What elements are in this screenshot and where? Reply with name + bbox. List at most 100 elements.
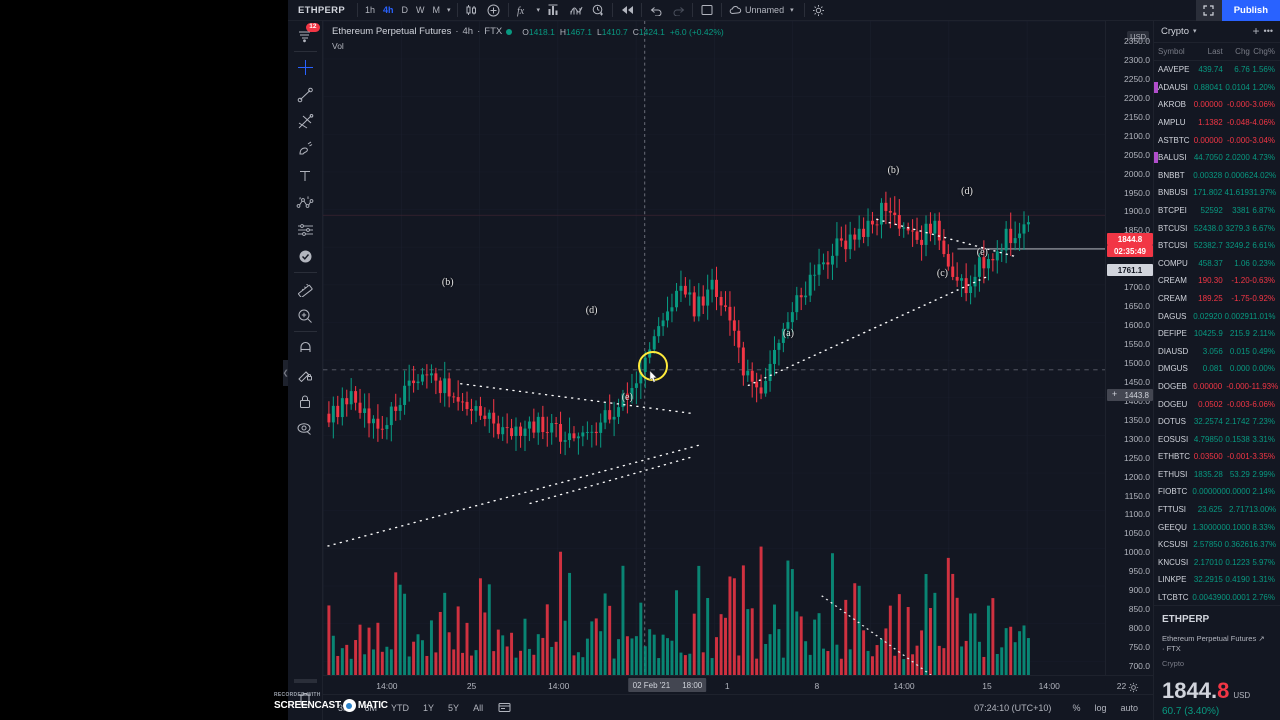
checkmark-icon[interactable]	[288, 243, 323, 270]
watchlist-row[interactable]: DOTUS 32.2574 2.1742 7.23%	[1154, 413, 1280, 431]
crosshair-icon[interactable]	[288, 54, 323, 81]
publish-button[interactable]: Publish	[1221, 0, 1280, 21]
toggle-percent[interactable]: %	[1072, 702, 1081, 713]
watchlist-row[interactable]: DAGUS 0.02920 0.0029 11.01%	[1154, 307, 1280, 325]
undo-icon[interactable]	[645, 1, 667, 19]
chevron-down-icon[interactable]: ▾	[536, 7, 541, 14]
settings-gear-icon[interactable]	[808, 1, 830, 19]
watchlist-row[interactable]: CREAM 190.30 -1.20 -0.63%	[1154, 272, 1280, 290]
chevron-down-icon[interactable]: ▾	[1192, 28, 1197, 36]
watchlist-row[interactable]: GEEQU 1.300000 0.1000 8.33%	[1154, 518, 1280, 536]
watchlist-row[interactable]: ASTBTC 0.00000 -0.000 -3.04%	[1154, 131, 1280, 149]
watchlist-row[interactable]: BALUSI 44.7050 2.0200 4.73%	[1154, 149, 1280, 167]
watchlist-row[interactable]: LTCBTC 0.004390 0.0001 2.76%	[1154, 589, 1280, 605]
range-1y[interactable]: 1Y	[423, 702, 435, 713]
watchlist-row[interactable]: DIAUSD 3.056 0.015 0.49%	[1154, 342, 1280, 360]
row-last: 52382.7	[1193, 241, 1223, 251]
watchlist-row[interactable]: EOSUSI 4.79850 0.1538 3.31%	[1154, 430, 1280, 448]
text-icon[interactable]	[288, 162, 323, 189]
more-options-icon[interactable]: •••	[1263, 25, 1273, 36]
watchlist-row[interactable]: DEFIPE 10425.9 215.9 2.11%	[1154, 325, 1280, 343]
layout-select-icon[interactable]	[696, 1, 718, 19]
time-axis-settings-icon[interactable]	[1128, 680, 1139, 698]
toolbar-divider	[507, 3, 509, 17]
interval-m[interactable]: M	[432, 5, 441, 15]
watchlist-row[interactable]: BNBBT 0.00328 0.0006 24.02%	[1154, 167, 1280, 185]
add-indicator-icon[interactable]	[483, 1, 505, 19]
row-chg: 0.0001	[1225, 593, 1251, 603]
watchlist-row[interactable]: ADAUSI 0.88041 0.0104 1.20%	[1154, 79, 1280, 97]
indicators-icon[interactable]	[565, 1, 587, 19]
watchlist-row[interactable]: BTCUSI 52382.7 3249.2 6.61%	[1154, 237, 1280, 255]
fx-icon[interactable]: fx	[512, 1, 534, 19]
brush-icon[interactable]	[288, 135, 323, 162]
watchlist-row[interactable]: FIOBTC 0.000000 0.0000 2.14%	[1154, 483, 1280, 501]
column-last[interactable]: Last	[1207, 46, 1223, 56]
watchlist-row[interactable]: BTCUSI 52438.0 3279.3 6.67%	[1154, 219, 1280, 237]
trend-line-icon[interactable]	[288, 81, 323, 108]
column-chgpct[interactable]: Chg%	[1253, 46, 1275, 56]
lock-icon[interactable]	[288, 388, 323, 415]
layout-name-button[interactable]: Unnamed ▾	[725, 5, 801, 15]
watchlist-row[interactable]: BTCPEI 52592 3381 6.87%	[1154, 202, 1280, 220]
chart-plot-area[interactable]: Ethereum Perpetual Futures · 4h · FTX O1…	[323, 21, 1105, 675]
range-all[interactable]: All	[473, 702, 484, 713]
watchlist-row[interactable]: DMGUS 0.081 0.000 0.00%	[1154, 360, 1280, 378]
cursor-crosshair-icon[interactable]: 12	[288, 22, 323, 49]
interval-d[interactable]: D	[401, 5, 409, 15]
watchlist-row[interactable]: AMPLU 1.1382 -0.048 -4.06%	[1154, 114, 1280, 132]
interval-4h[interactable]: 4h	[383, 5, 394, 15]
column-chg[interactable]: Chg	[1235, 46, 1250, 56]
add-symbol-icon[interactable]: +	[1252, 24, 1260, 39]
watchlist-row[interactable]: KCSUSI 2.57850 0.3626 16.37%	[1154, 536, 1280, 554]
price-scale[interactable]: USD 2350.0 2300.0 2250.0 2200.0 2150.0 2100.0…	[1105, 21, 1153, 675]
candles-icon[interactable]	[461, 1, 483, 19]
pitchfork-icon[interactable]	[288, 108, 323, 135]
watchlist-row[interactable]: COMPU 458.37 1.06 0.23%	[1154, 254, 1280, 272]
hide-drawings-icon[interactable]	[288, 415, 323, 442]
panel-collapse-handle[interactable]: ❮	[283, 360, 288, 386]
chevron-down-icon[interactable]: ▾	[790, 7, 794, 14]
toggle-auto[interactable]: auto	[1120, 702, 1138, 713]
range-6m[interactable]: 6M	[364, 702, 378, 713]
watchlist-row[interactable]: LINKPE 32.2915 0.4190 1.31%	[1154, 571, 1280, 589]
range-ytd[interactable]: YTD	[391, 702, 410, 713]
toggle-log[interactable]: log	[1094, 702, 1107, 713]
trash-icon[interactable]	[288, 685, 323, 712]
chevron-down-icon[interactable]: ▾	[447, 7, 451, 14]
interval-1h[interactable]: 1h	[364, 5, 375, 15]
watchlist-row[interactable]: AKROB 0.00000 -0.000 -3.06%	[1154, 96, 1280, 114]
bar-chart-icon[interactable]	[543, 1, 565, 19]
external-link-icon[interactable]: ↗	[1258, 633, 1265, 643]
alert-icon[interactable]	[587, 1, 609, 19]
watchlist-row[interactable]: KNCUSI 2.17010 0.1223 5.97%	[1154, 554, 1280, 572]
symbol-search-button[interactable]: ETHPERP	[298, 4, 345, 16]
zoom-in-icon[interactable]	[288, 302, 323, 329]
fullscreen-expand-button[interactable]	[1195, 0, 1222, 21]
replay-icon[interactable]	[616, 1, 638, 19]
row-last: 2.57850	[1193, 540, 1223, 550]
forecast-icon[interactable]	[288, 216, 323, 243]
watchlist-row[interactable]: BNBUSI 171.802 41.619 31.97%	[1154, 184, 1280, 202]
watchlist-title[interactable]: Crypto	[1161, 25, 1189, 37]
row-chg: 0.0029	[1224, 311, 1249, 321]
watchlist-row[interactable]: CREAM 189.25 -1.75 -0.92%	[1154, 290, 1280, 308]
add-order-plus-icon[interactable]: +	[1109, 389, 1120, 400]
time-axis[interactable]: 14:00 25 14:00 1 8 14:00 15 14:00 22 02 …	[323, 675, 1153, 694]
column-symbol[interactable]: Symbol	[1158, 46, 1185, 56]
patterns-icon[interactable]: A B	[288, 189, 323, 216]
watchlist-row[interactable]: AAVEPE 439.74 6.76 1.56%	[1154, 61, 1280, 79]
watchlist-row[interactable]: ETHUSI 1835.28 53.29 2.99%	[1154, 466, 1280, 484]
row-last: 52438.0	[1193, 223, 1223, 233]
watchlist-row[interactable]: DOGEU 0.0502 -0.003 -6.06%	[1154, 395, 1280, 413]
ruler-icon[interactable]	[288, 275, 323, 302]
drawing-mode-icon[interactable]	[288, 361, 323, 388]
watchlist-row[interactable]: FTTUSI 23.625 2.717 13.00%	[1154, 501, 1280, 519]
watchlist-row[interactable]: ETHBTC 0.03500 -0.001 -3.35%	[1154, 448, 1280, 466]
magnet-icon[interactable]	[288, 334, 323, 361]
range-5y[interactable]: 5Y	[448, 702, 460, 713]
redo-icon[interactable]	[667, 1, 689, 19]
go-to-date-icon[interactable]	[490, 702, 519, 713]
watchlist-row[interactable]: DOGEB 0.00000 -0.000 -11.93%	[1154, 378, 1280, 396]
interval-w[interactable]: W	[416, 5, 425, 15]
